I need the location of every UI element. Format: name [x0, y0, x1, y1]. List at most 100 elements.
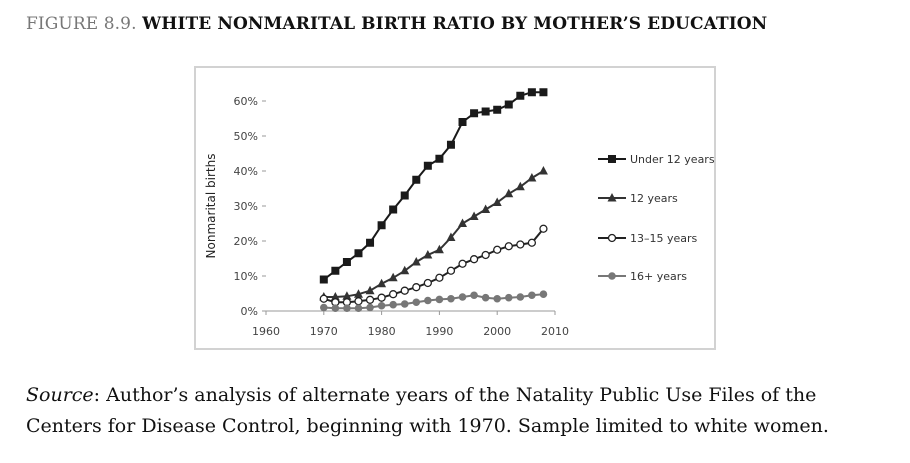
data-point — [412, 175, 421, 184]
data-point — [492, 197, 502, 206]
x-tick-label: 2010 — [541, 325, 569, 338]
data-point — [481, 107, 490, 116]
legend-marker — [607, 233, 617, 243]
data-point — [366, 303, 374, 312]
legend-marker — [608, 272, 616, 280]
data-point — [319, 275, 328, 284]
data-point — [458, 259, 467, 268]
data-point — [411, 257, 421, 266]
x-tick-label: 2000 — [483, 325, 511, 338]
data-point — [504, 188, 514, 198]
data-point — [389, 290, 398, 299]
data-point — [319, 294, 328, 303]
x-tick-label: 1960 — [252, 325, 280, 338]
data-point — [435, 295, 444, 304]
data-point — [365, 285, 375, 295]
data-point — [515, 181, 525, 191]
source-label: Source — [26, 384, 94, 406]
data-point — [435, 273, 444, 282]
data-point — [423, 250, 433, 259]
legend-label: 13–15 years — [630, 232, 698, 245]
data-point — [458, 218, 468, 227]
data-point — [366, 238, 375, 247]
data-point — [377, 221, 386, 230]
data-point — [527, 88, 536, 97]
data-point — [354, 297, 363, 306]
y-tick-label: 40% — [234, 165, 258, 178]
data-point — [354, 304, 363, 312]
data-point — [493, 294, 502, 303]
legend-marker — [608, 155, 616, 163]
data-point — [342, 291, 352, 300]
data-point — [446, 140, 455, 149]
data-point — [412, 283, 421, 292]
x-tick-label: 1970 — [310, 325, 338, 338]
data-point — [470, 291, 478, 300]
data-point — [377, 293, 386, 302]
data-point — [481, 204, 491, 213]
data-point — [331, 266, 340, 275]
data-point — [342, 258, 351, 266]
y-tick-label: 30% — [234, 200, 258, 213]
data-point — [516, 240, 525, 249]
data-point — [423, 278, 432, 288]
data-point — [504, 293, 513, 302]
figure-title: FIGURE 8.9. WHITE NONMARITAL BIRTH RATIO… — [26, 14, 767, 34]
data-point — [446, 266, 456, 275]
chart-frame: 1960 1970 1980 1990 2000 2010 0% 10% 20% 30% 40% 50… — [194, 66, 716, 350]
data-point — [423, 161, 432, 170]
data-point — [400, 286, 409, 295]
data-point — [458, 293, 467, 301]
data-point — [435, 154, 444, 163]
legend-label: Under 12 years — [630, 153, 714, 166]
data-point — [469, 211, 479, 220]
series-line — [323, 170, 544, 298]
data-point — [389, 205, 398, 214]
data-point — [539, 290, 548, 298]
data-point — [516, 293, 525, 301]
data-point — [330, 292, 340, 301]
y-tick-label: 60% — [234, 95, 258, 108]
data-point — [320, 303, 328, 312]
data-point — [353, 289, 363, 298]
data-point — [516, 91, 525, 100]
data-point — [400, 191, 409, 200]
data-point — [481, 293, 490, 302]
figure-name: WHITE NONMARITAL BIRTH RATIO BY MOTHER’S… — [142, 14, 768, 34]
data-point — [354, 249, 363, 258]
data-point — [504, 100, 513, 109]
data-point — [331, 304, 340, 312]
data-point — [365, 295, 375, 304]
data-point — [527, 173, 537, 182]
data-point — [377, 301, 386, 310]
data-point — [446, 232, 456, 241]
data-point — [539, 88, 548, 97]
data-point — [388, 272, 398, 282]
data-point — [400, 265, 410, 275]
data-point — [469, 255, 479, 264]
y-tick-label: 20% — [234, 235, 258, 248]
data-point — [539, 224, 548, 233]
data-point — [538, 166, 548, 175]
legend-marker — [607, 193, 617, 202]
data-point — [377, 278, 387, 288]
x-tick-label: 1980 — [368, 325, 396, 338]
y-axis-label: Nonmarital births — [204, 154, 218, 259]
data-point — [447, 294, 455, 303]
data-point — [493, 105, 502, 114]
source-note: Source: Author’s analysis of alternate y… — [26, 380, 896, 442]
data-point — [458, 118, 467, 126]
data-point — [434, 244, 444, 254]
data-point — [470, 109, 479, 118]
line-chart: 1960 1970 1980 1990 2000 2010 0% 10% 20% 30% 40% 50… — [204, 88, 714, 338]
figure-label: FIGURE 8.9. — [26, 14, 137, 34]
data-point — [389, 300, 397, 309]
x-tick-label: 1990 — [425, 325, 453, 338]
data-point — [343, 304, 351, 312]
data-point — [481, 250, 490, 260]
series-line — [323, 228, 545, 304]
legend-label: 16+ years — [630, 270, 687, 283]
y-tick-label: 50% — [234, 130, 258, 143]
data-point — [400, 300, 409, 308]
y-tick-label: 0% — [241, 305, 258, 318]
